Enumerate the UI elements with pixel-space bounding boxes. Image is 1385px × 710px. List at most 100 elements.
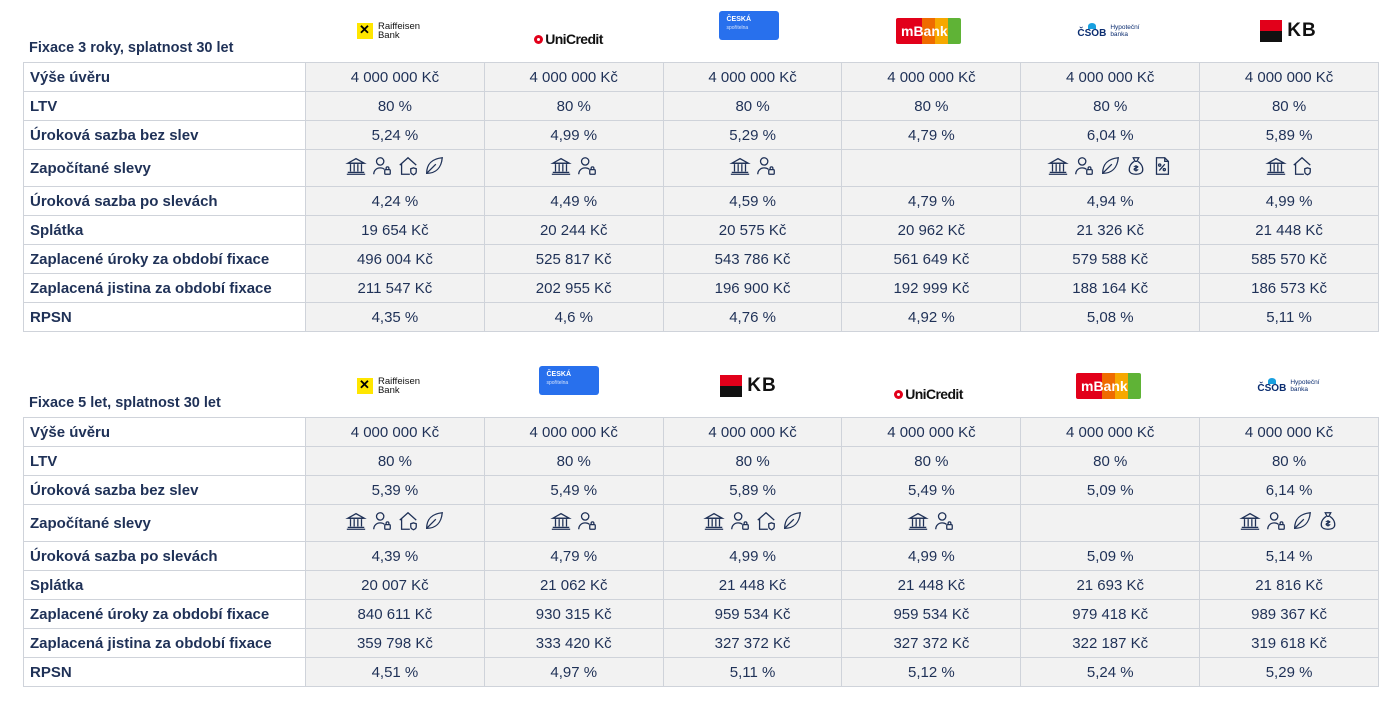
bank-logo-ceska: ČESKÁ spořitelna — [479, 353, 658, 407]
cell-unicredit: 4,99 % — [483, 120, 664, 150]
cell-unicredit: 959 534 Kč — [841, 599, 1022, 629]
cell-ceska — [483, 504, 664, 542]
cell-ceska: 5,29 % — [662, 120, 843, 150]
cell-csob — [1020, 149, 1201, 187]
cell-csob: 6,04 % — [1020, 120, 1201, 150]
cell-unicredit: 5,12 % — [841, 657, 1022, 687]
table-row-rate-base: Úroková sazba bez slev 5,39 % 5,49 % 5,89 %… — [23, 475, 1379, 505]
bank-building-icon — [702, 510, 725, 536]
cell-raiffeisen: 80 % — [305, 91, 485, 121]
cell-unicredit: 202 955 Kč — [483, 273, 664, 303]
cell-raiffeisen: 4 000 000 Kč — [305, 62, 485, 92]
unicredit-logo: UniCredit — [534, 31, 603, 47]
bank-building-icon — [1047, 155, 1069, 181]
row-label: Započítané slevy — [23, 149, 306, 187]
table-row-amount: Výše úvěru 4 000 000 Kč 4 000 000 Kč 4 000 … — [23, 417, 1379, 447]
table-header: Fixace 3 roky, splatnost 30 let Raiffeis… — [23, 8, 1379, 62]
bank-building-icon — [1239, 510, 1261, 536]
kb-icon — [720, 375, 743, 397]
table-row-interest: Zaplacené úroky za období fixace 496 004 … — [23, 244, 1379, 274]
table-row-rate-base: Úroková sazba bez slev 5,24 % 4,99 % 5,29 %… — [23, 120, 1379, 150]
raiffeisen-icon — [356, 22, 373, 39]
cell-raiffeisen: 80 % — [305, 446, 485, 476]
row-label: Výše úvěru — [23, 417, 306, 447]
cell-ceska: 80 % — [483, 446, 664, 476]
discount-icons — [1239, 510, 1339, 536]
person-insurance-icon — [576, 155, 598, 181]
cell-csob: 80 % — [1199, 446, 1379, 476]
person-insurance-icon — [371, 510, 393, 536]
discount-icons — [1047, 155, 1173, 181]
cell-unicredit: 4,49 % — [483, 186, 664, 216]
cell-ceska: 4,76 % — [662, 302, 843, 332]
cell-raiffeisen: 19 654 Kč — [305, 215, 485, 245]
cell-mbank — [1020, 504, 1201, 542]
cell-csob: 5,08 % — [1020, 302, 1201, 332]
discount-icons — [345, 510, 445, 536]
bank-logo-ceska: ČESKÁ spořitelna — [659, 0, 838, 52]
cell-ceska: 80 % — [662, 91, 843, 121]
discount-icons — [907, 510, 955, 536]
row-label: RPSN — [23, 302, 306, 332]
leaf-eco-icon — [1099, 155, 1121, 181]
cell-raiffeisen: 4,24 % — [305, 186, 485, 216]
cell-csob: 319 618 Kč — [1199, 628, 1379, 658]
cell-unicredit: 80 % — [841, 446, 1022, 476]
cell-csob: 6,14 % — [1199, 475, 1379, 505]
cell-unicredit: 4 000 000 Kč — [841, 417, 1022, 447]
cell-mbank: 5,24 % — [1020, 657, 1201, 687]
cell-unicredit: 4 000 000 Kč — [483, 62, 664, 92]
row-label: Úroková sazba po slevách — [23, 186, 306, 216]
row-label: Výše úvěru — [23, 62, 306, 92]
bank-building-icon — [345, 510, 367, 536]
person-insurance-icon — [1073, 155, 1095, 181]
house-insurance-icon — [755, 510, 777, 536]
cell-raiffeisen: 211 547 Kč — [305, 273, 485, 303]
cell-mbank: 4 000 000 Kč — [1020, 417, 1201, 447]
cell-mbank: 4,92 % — [841, 302, 1022, 332]
cell-csob: 4 000 000 Kč — [1199, 417, 1379, 447]
ceska-sporitelna-logo: ČESKÁ spořitelna — [538, 365, 599, 395]
kb-icon — [1260, 20, 1283, 42]
cell-unicredit: 21 448 Kč — [841, 570, 1022, 600]
cell-mbank: 4 000 000 Kč — [841, 62, 1022, 92]
comparison-table: Výše úvěru 4 000 000 Kč 4 000 000 Kč 4 000 … — [23, 417, 1379, 687]
cell-ceska: 21 062 Kč — [483, 570, 664, 600]
cell-csob: 5,29 % — [1199, 657, 1379, 687]
cell-kb: 4,99 % — [662, 541, 843, 571]
discount-icons — [550, 155, 598, 181]
cell-mbank: 4,79 % — [841, 120, 1022, 150]
table-row-payment: Splátka 19 654 Kč 20 244 Kč 20 575 Kč 20 962… — [23, 215, 1379, 245]
leaf-eco-icon — [423, 155, 445, 181]
percent-document-icon — [1151, 155, 1173, 181]
bank-logo-csob: ČSOB Hypoteční banka — [1019, 4, 1198, 58]
ceska-sporitelna-logo: ČESKÁ spořitelna — [718, 10, 779, 40]
house-insurance-icon — [397, 510, 419, 536]
cell-raiffeisen: 20 007 Kč — [305, 570, 485, 600]
leaf-eco-icon — [423, 510, 445, 536]
table-header: Fixace 5 let, splatnost 30 let Raiffeise… — [23, 363, 1379, 417]
raiffeisen-icon — [356, 377, 373, 394]
table-row-rate-after: Úroková sazba po slevách 4,39 % 4,79 % 4,99… — [23, 541, 1379, 571]
leaf-eco-icon — [781, 510, 803, 536]
row-label: Zaplacené úroky za období fixace — [23, 599, 306, 629]
discount-icons — [1265, 155, 1313, 181]
csob-icon — [1087, 23, 1096, 29]
cell-mbank: 5,09 % — [1020, 541, 1201, 571]
bank-building-icon — [728, 155, 751, 181]
table-row-interest: Zaplacené úroky za období fixace 840 611 … — [23, 599, 1379, 629]
cell-unicredit: 4,99 % — [841, 541, 1022, 571]
bank-building-icon — [550, 155, 572, 181]
cell-mbank: 322 187 Kč — [1020, 628, 1201, 658]
cell-kb: 21 448 Kč — [1199, 215, 1379, 245]
row-label: Zaplacená jistina za období fixace — [23, 273, 306, 303]
person-insurance-icon — [729, 510, 751, 536]
bank-building-icon — [1265, 155, 1287, 181]
cell-raiffeisen: 5,39 % — [305, 475, 485, 505]
cell-kb: 327 372 Kč — [662, 628, 843, 658]
discount-icons — [728, 155, 777, 181]
row-label: Úroková sazba po slevách — [23, 541, 306, 571]
